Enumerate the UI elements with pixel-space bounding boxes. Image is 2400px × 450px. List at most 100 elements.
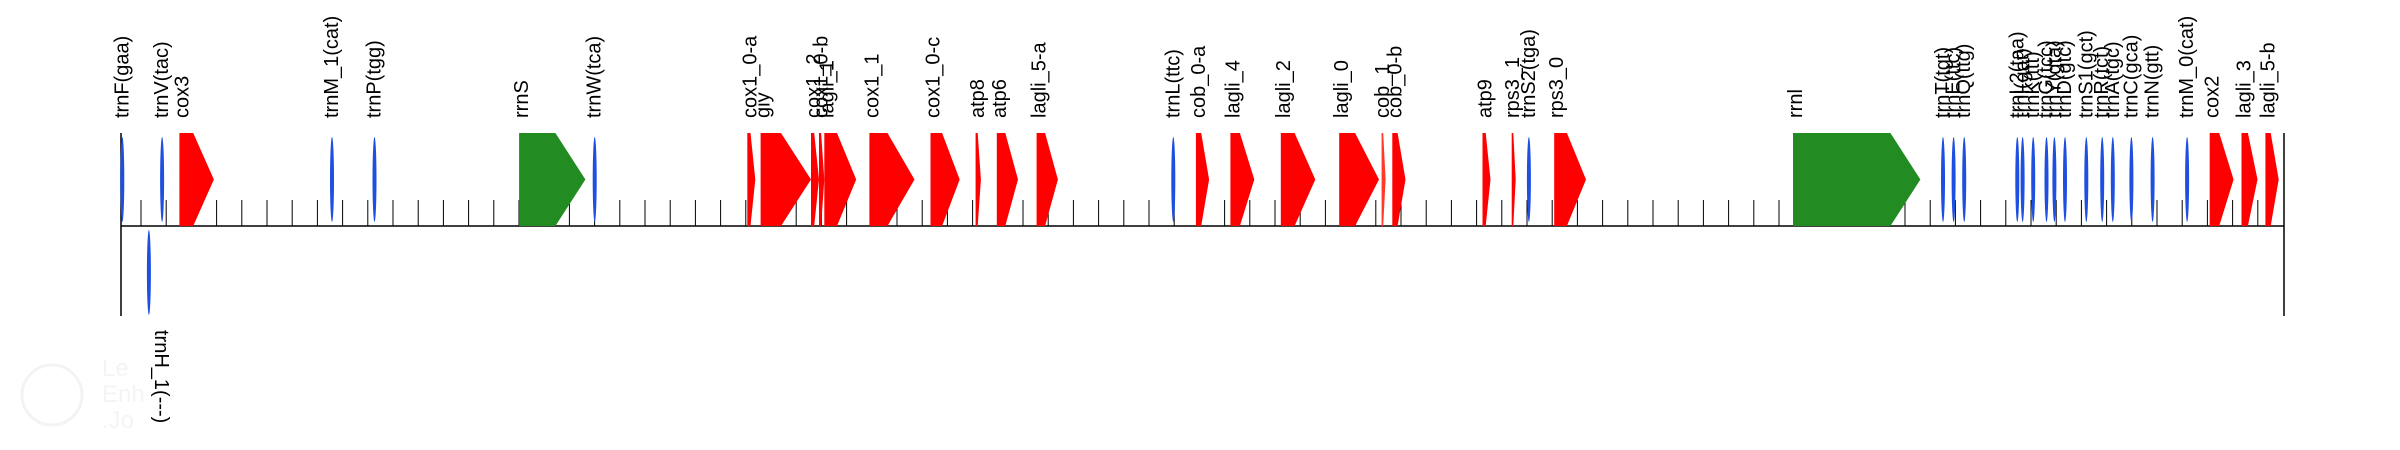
feature-protein — [975, 133, 981, 226]
feature-label: trnS1(gct) — [2075, 30, 2097, 118]
feature-label: trnR(tct) — [2091, 46, 2113, 118]
feature-label: trnD(gtc) — [2054, 40, 2076, 118]
feature-protein — [747, 133, 756, 226]
feature-trna — [1171, 137, 1176, 222]
feature-label: cob_0-b — [1384, 46, 1406, 118]
feature-label: trnM_0(cat) — [2176, 16, 2198, 118]
feature-trna — [592, 137, 597, 222]
feature-trna — [1962, 137, 1967, 222]
feature-protein — [1195, 133, 1210, 226]
feature-protein — [179, 133, 214, 226]
feature-orf — [1381, 133, 1386, 226]
feature-label: lagli_3 — [2234, 60, 2256, 118]
feature-label: lagli_0 — [1331, 60, 1353, 118]
feature-label: cob_1 — [1372, 64, 1394, 119]
feature-protein — [824, 133, 857, 226]
feature-label: atp9 — [1475, 79, 1497, 118]
feature-protein — [1230, 133, 1255, 226]
feature-label: trnL(ttc) — [1162, 49, 1184, 118]
feature-protein — [1392, 133, 1406, 226]
feature-label: rrnl — [1785, 89, 1807, 118]
feature-label: trnK(ttt) — [2022, 51, 2044, 118]
feature-trna — [1941, 137, 1945, 222]
feature-label: rps3_0 — [1546, 57, 1568, 118]
feature-trna — [2015, 137, 2020, 222]
feature-label: trnF(gaa) — [111, 36, 133, 118]
feature-label: cob_0-a — [1188, 45, 1210, 118]
feature-trna — [2129, 137, 2134, 222]
feature-label: lagli_5-b — [2257, 42, 2279, 118]
feature-label: cox1_0-b — [811, 36, 833, 118]
feature-label: trnE(ttc) — [1943, 47, 1965, 118]
feature-label: atp6 — [989, 79, 1011, 118]
feature-protein — [1339, 133, 1379, 226]
feature-label: cox1_1 — [861, 54, 883, 119]
feature-trna — [1526, 137, 1531, 222]
feature-label: trnM_1(cat) — [321, 16, 343, 118]
feature-rrna — [1793, 133, 1921, 226]
feature-trna — [1951, 137, 1956, 222]
feature-label: cox1_2 — [803, 54, 825, 119]
watermark-text-3: .Jo — [102, 407, 134, 434]
feature-protein — [1036, 133, 1058, 226]
feature-label: trnA(tgc) — [2102, 41, 2124, 118]
feature-trna — [2031, 137, 2036, 222]
feature-protein — [1554, 133, 1586, 226]
feature-protein — [1280, 133, 1316, 226]
feature-protein — [1511, 133, 1516, 226]
feature-trna — [2185, 137, 2190, 222]
feature-trna — [2084, 137, 2089, 222]
feature-trna — [2150, 137, 2155, 222]
feature-labels: trnF(gaa) trnV(tac)cox3 trnH_1(---) trnM_1(… — [111, 16, 2279, 424]
feature-label: cox1_0-c — [923, 37, 945, 118]
feature-label: trnQ(ttg) — [1953, 44, 1975, 118]
feature-trna — [2020, 137, 2025, 222]
feature-label: lagli_4 — [1222, 60, 1244, 118]
feature-protein — [811, 133, 819, 226]
feature-protein — [996, 133, 1018, 226]
feature-label: trnC(gca) — [2120, 35, 2142, 118]
feature-track — [120, 133, 2279, 315]
feature-label: cox2 — [2202, 76, 2224, 118]
feature-label: atp8 — [967, 79, 989, 118]
feature-trna — [2110, 137, 2115, 222]
feature-label: trnP(tgg) — [364, 40, 386, 118]
feature-label: cox1_0-a — [739, 35, 761, 118]
feature-label: lagli_5-a — [1029, 42, 1051, 118]
feature-label: trnL2(taa) — [2006, 31, 2028, 118]
feature-label: trnN(gtt) — [2142, 45, 2164, 118]
feature-label: trnH_1(---) — [150, 330, 172, 423]
feature-label: trnT(tgt) — [1932, 47, 1954, 118]
feature-label: rrnS — [511, 80, 533, 118]
feature-label: trnG(tcc) — [2036, 40, 2058, 118]
feature-protein — [1482, 133, 1491, 226]
feature-protein — [930, 133, 960, 226]
feature-label: trnY(gta) — [2043, 40, 2065, 118]
feature-protein — [869, 133, 915, 226]
feature-protein — [760, 133, 811, 226]
feature-label: giy — [753, 92, 775, 118]
feature-trna — [372, 137, 377, 222]
feature-rrna — [519, 133, 586, 226]
feature-trna — [146, 230, 151, 315]
feature-protein — [2265, 133, 2279, 226]
watermark-text-1: Le — [102, 355, 129, 382]
feature-trna — [160, 137, 165, 222]
feature-label: lagli_2 — [1273, 60, 1295, 118]
feature-trna — [2052, 137, 2057, 222]
feature-trna — [120, 137, 125, 222]
feature-protein — [2241, 133, 2258, 226]
feature-label: trnW(tca) — [584, 36, 606, 118]
feature-label: cox3 — [171, 76, 193, 118]
feature-label: trnI(gat) — [2012, 48, 2034, 118]
feature-protein — [819, 133, 825, 226]
feature-trna — [2063, 137, 2067, 222]
feature-label: lagli_1 — [816, 60, 838, 118]
feature-trna — [330, 137, 334, 222]
feature-label: trnV(tac) — [151, 41, 173, 118]
watermark-text-2: Enh — [102, 381, 145, 408]
feature-label: rps3_1 — [1502, 57, 1524, 118]
feature-trna — [2044, 137, 2049, 222]
feature-trna — [2100, 137, 2105, 222]
